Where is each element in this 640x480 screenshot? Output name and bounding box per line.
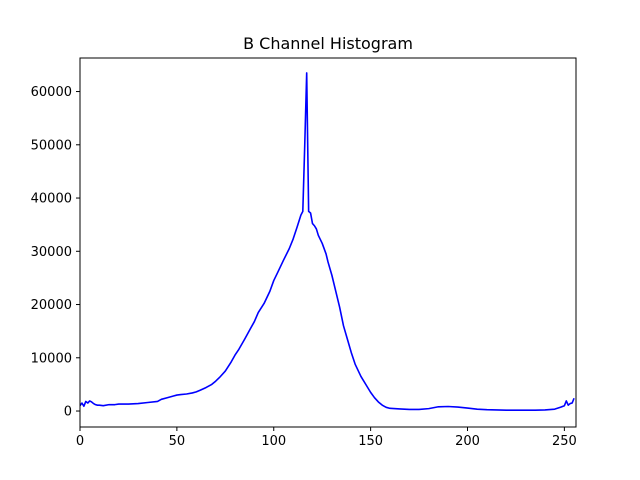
x-tick-label: 150: [358, 434, 383, 449]
y-tick-label: 10000: [31, 351, 72, 366]
x-tick-label: 250: [552, 434, 577, 449]
y-tick-label: 50000: [31, 138, 72, 153]
x-tick-label: 200: [455, 434, 480, 449]
y-tick-label: 40000: [31, 192, 72, 207]
series-line-0: [80, 72, 575, 412]
axes-frame: [79, 57, 577, 428]
x-tick-label: 50: [169, 434, 186, 449]
y-tick-label: 60000: [31, 85, 72, 100]
axes: 0 50 100 150 200 250 0 10000 20000 30000 40000 5000…: [31, 57, 577, 449]
y-tick-label: 0: [64, 405, 72, 420]
y-tick-label: 20000: [31, 298, 72, 313]
chart-title: B Channel Histogram: [243, 34, 413, 53]
plot-area: [80, 72, 575, 412]
y-tick-label: 30000: [31, 245, 72, 260]
x-tick-label: 0: [76, 434, 84, 449]
x-tick-label: 100: [261, 434, 286, 449]
